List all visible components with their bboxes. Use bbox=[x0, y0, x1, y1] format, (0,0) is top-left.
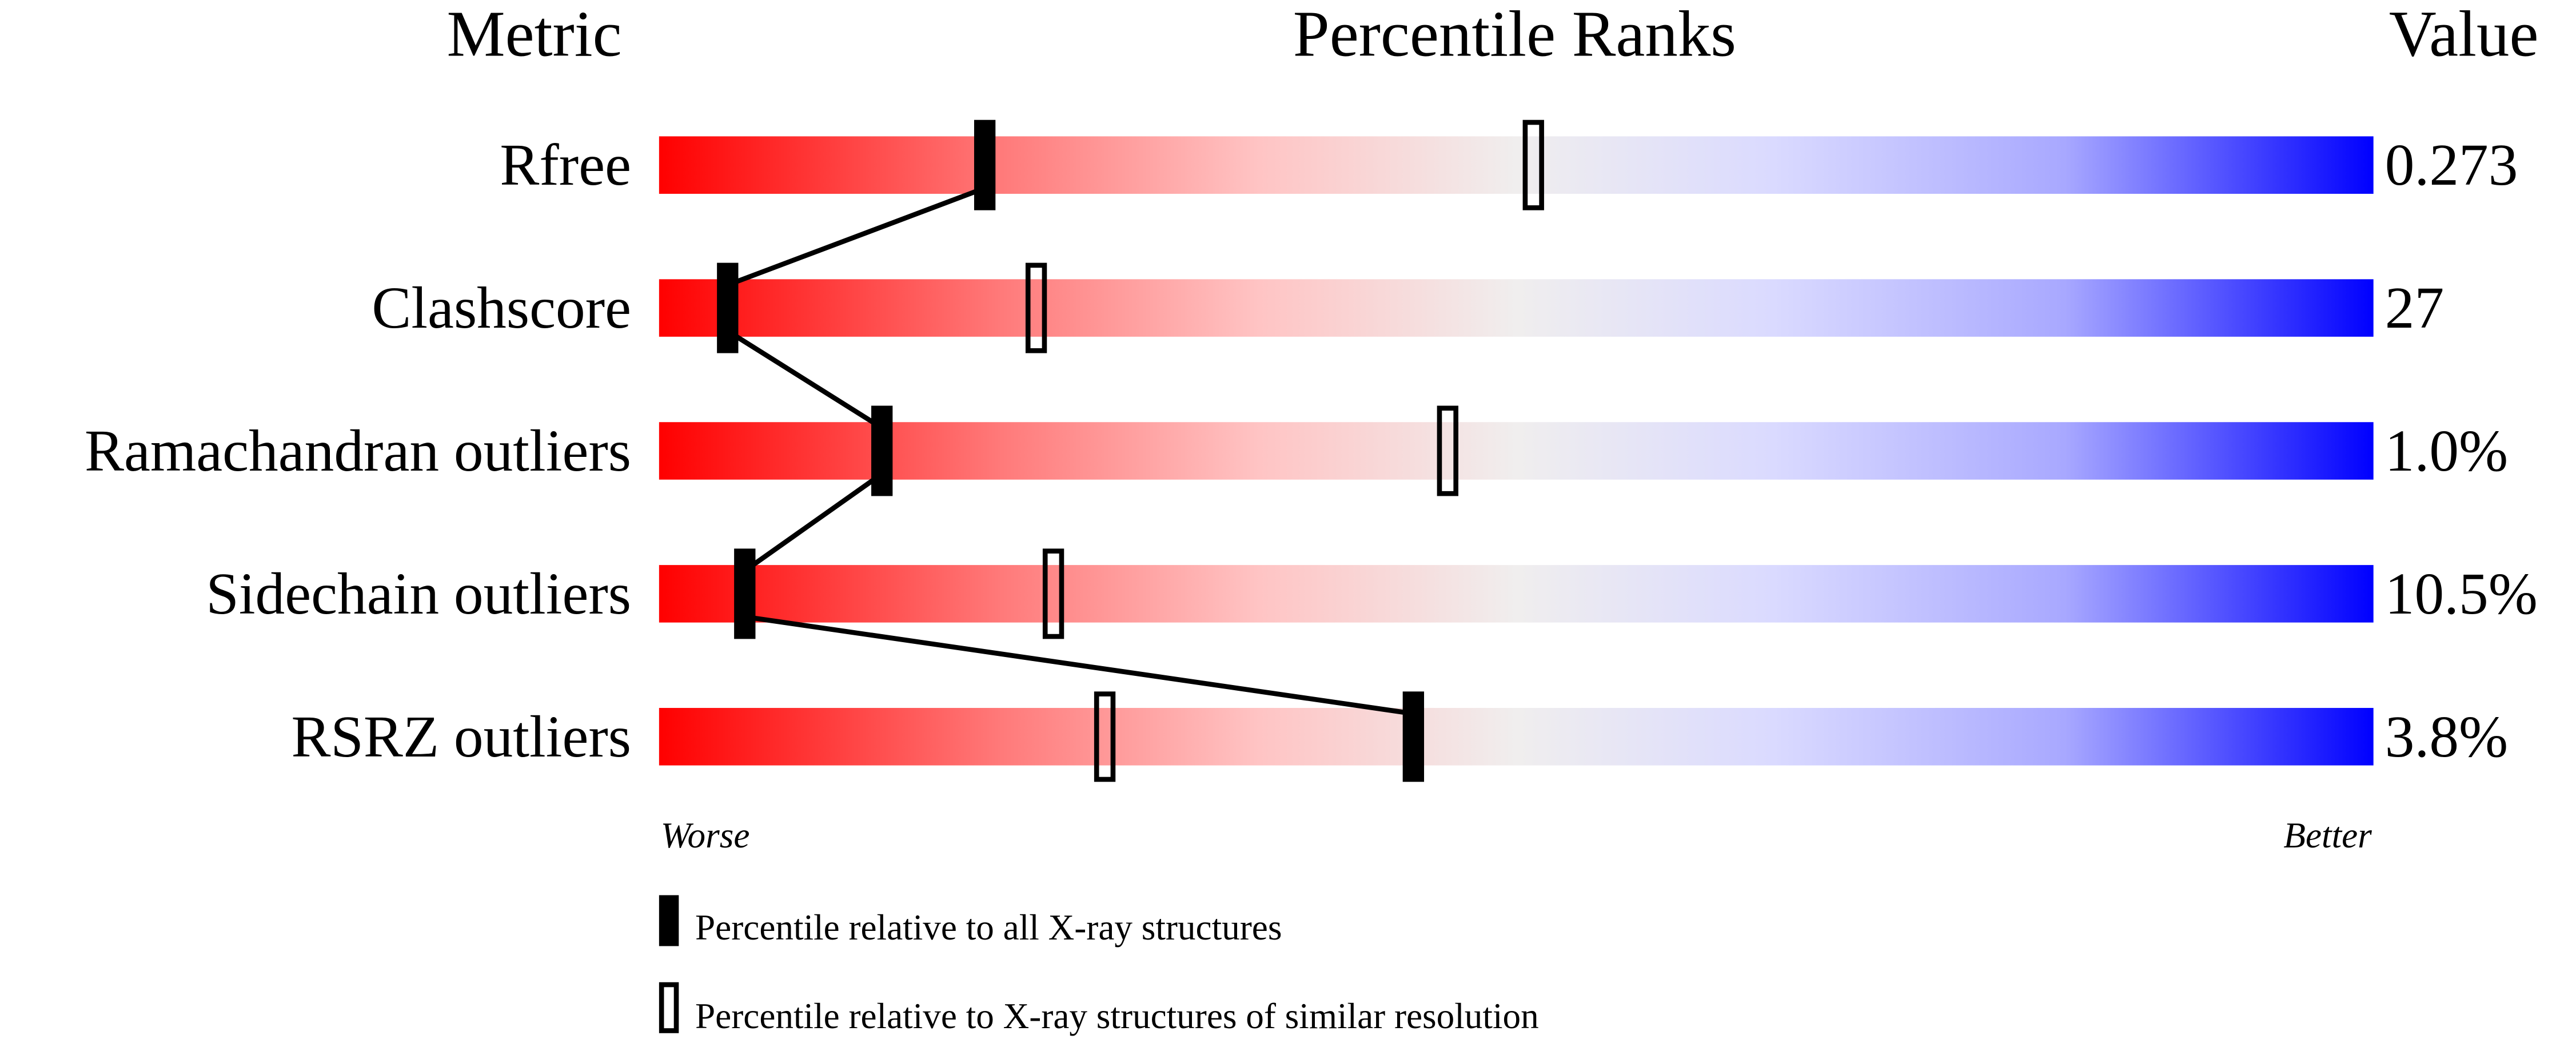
legend-all-label: Percentile relative to all X-ray structu… bbox=[695, 907, 1282, 948]
marker-similar-resolution bbox=[1437, 405, 1458, 496]
header-metric: Metric bbox=[446, 0, 621, 70]
percentile-bar bbox=[659, 136, 2374, 194]
marker-similar-resolution bbox=[1042, 548, 1064, 639]
metric-value: 1.0% bbox=[2385, 419, 2508, 484]
percentile-bar bbox=[659, 279, 2374, 337]
metric-value: 0.273 bbox=[2385, 133, 2518, 198]
metric-label: Clashscore bbox=[372, 276, 631, 341]
better-label: Better bbox=[2283, 815, 2372, 855]
worse-label: Worse bbox=[661, 815, 750, 855]
metric-label: Ramachandran outliers bbox=[85, 419, 631, 484]
connector-line bbox=[743, 472, 884, 573]
percentile-bar bbox=[659, 565, 2374, 623]
legend-similar-marker bbox=[659, 982, 679, 1033]
metric-label: Sidechain outliers bbox=[206, 562, 631, 627]
percentile-bar bbox=[659, 708, 2374, 766]
marker-all-structures bbox=[734, 548, 756, 639]
header-percentile-ranks: Percentile Ranks bbox=[1293, 0, 1736, 70]
metric-value: 10.5% bbox=[2385, 562, 2538, 627]
header-value: Value bbox=[2389, 0, 2539, 70]
marker-similar-resolution bbox=[1094, 691, 1116, 782]
connector-line bbox=[744, 614, 1414, 716]
marker-similar-resolution bbox=[1522, 120, 1544, 210]
legend-similar-label: Percentile relative to X-ray structures … bbox=[695, 996, 1539, 1036]
connector-line bbox=[727, 185, 986, 288]
metric-label: RSRZ outliers bbox=[291, 704, 631, 770]
marker-similar-resolution bbox=[1025, 262, 1047, 353]
marker-all-structures bbox=[717, 262, 739, 353]
metric-value: 3.8% bbox=[2385, 704, 2508, 770]
metric-label: Rfree bbox=[500, 133, 631, 198]
marker-all-structures bbox=[1402, 691, 1425, 782]
legend-all-marker bbox=[659, 895, 679, 946]
marker-all-structures bbox=[871, 405, 893, 496]
metric-value: 27 bbox=[2385, 276, 2444, 341]
marker-all-structures bbox=[974, 120, 996, 210]
connector-line bbox=[726, 329, 883, 430]
percentile-bar bbox=[659, 422, 2374, 480]
